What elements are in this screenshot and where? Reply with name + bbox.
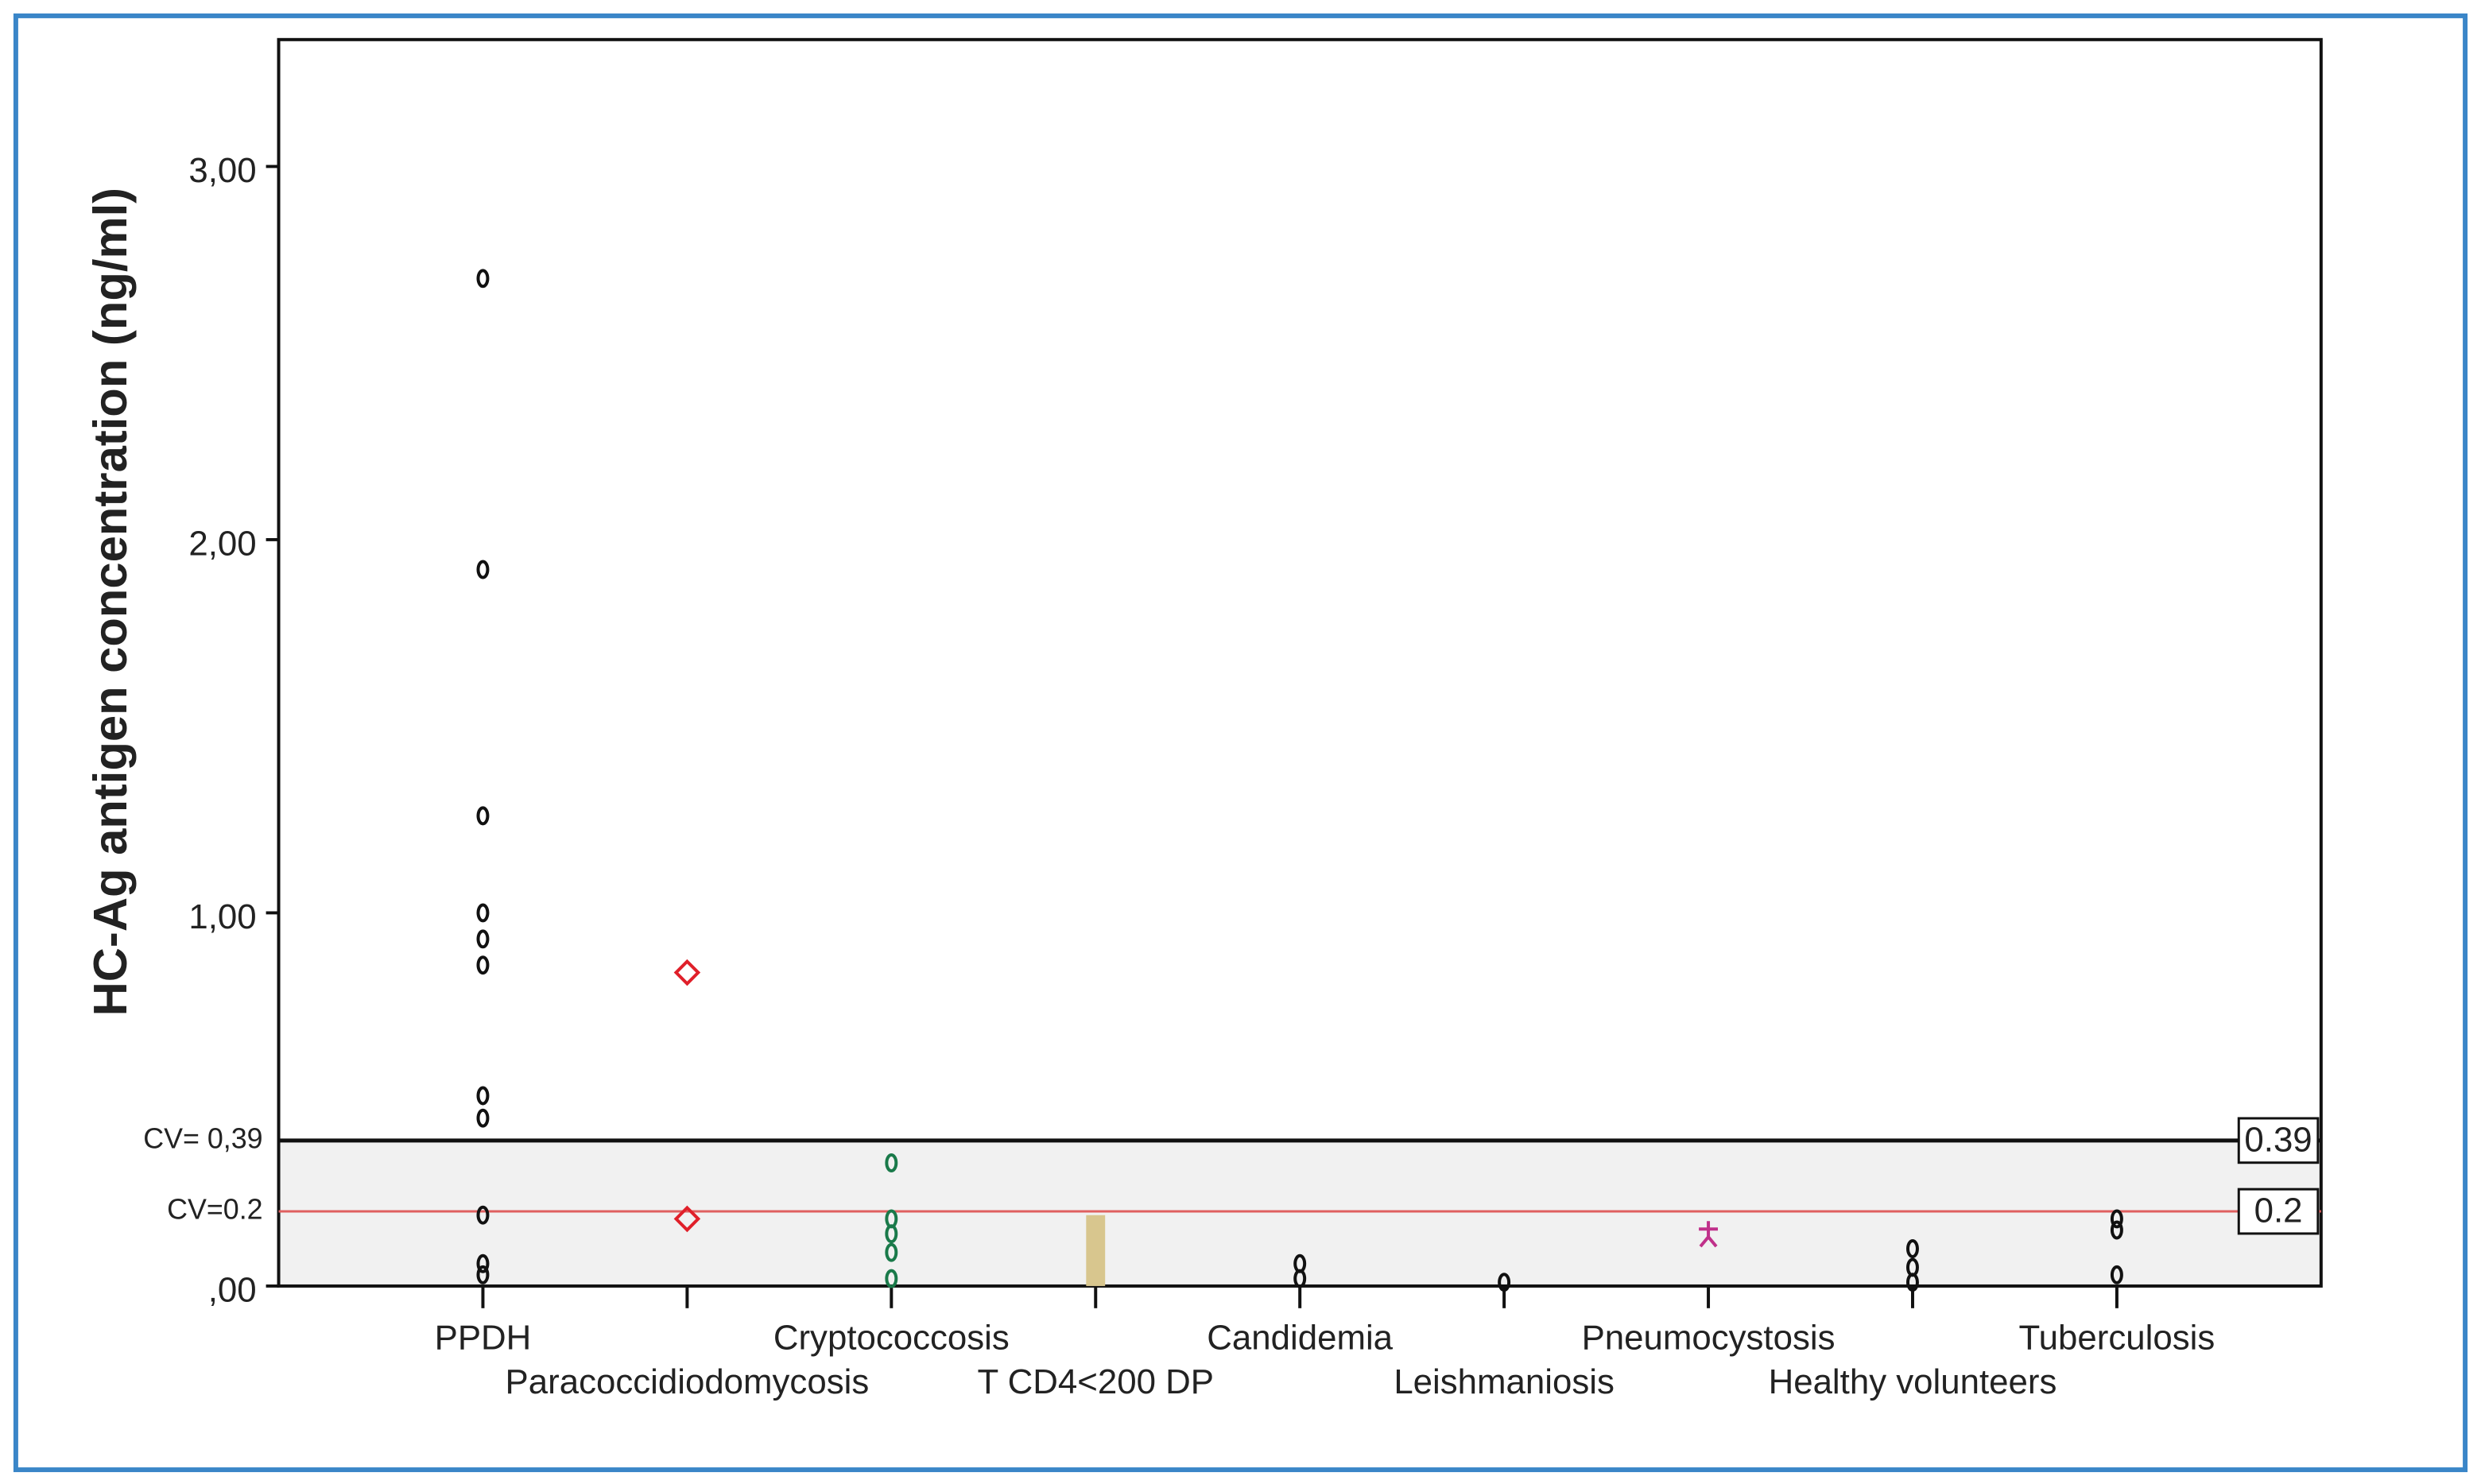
point <box>1699 1221 1718 1248</box>
point <box>673 1205 701 1233</box>
point <box>476 269 490 289</box>
point <box>1498 1273 1511 1292</box>
point <box>1906 1273 1919 1292</box>
point <box>476 903 490 923</box>
point <box>476 1265 490 1284</box>
point <box>885 1224 898 1244</box>
point <box>476 1253 490 1273</box>
point <box>476 955 490 975</box>
shade <box>278 1140 2321 1286</box>
y-axis-label: HC-Ag antigen concentration (ng/ml) <box>83 188 137 1016</box>
point <box>673 959 701 986</box>
x-tick-label: Candidemia <box>1207 1318 1393 1357</box>
point <box>476 806 490 826</box>
point <box>476 929 490 949</box>
reference-box-label: 0.2 <box>2254 1191 2303 1230</box>
y-tick-label: ,00 <box>208 1270 257 1309</box>
point <box>1906 1239 1919 1258</box>
point <box>2110 1209 2123 1229</box>
y-tick-label: 3,00 <box>188 151 256 190</box>
reference-label: CV=0.2 <box>167 1193 263 1225</box>
point <box>476 1108 490 1128</box>
reference-label: CV= 0,39 <box>143 1122 262 1154</box>
point <box>1293 1269 1307 1288</box>
point <box>2110 1220 2123 1240</box>
x-tick-label: Cryptococcosis <box>773 1318 1010 1357</box>
point <box>885 1269 898 1288</box>
point <box>885 1153 898 1172</box>
x-tick-label: Paracoccidiodomycosis <box>506 1362 870 1401</box>
frame <box>13 13 2468 1473</box>
x-tick-label: T CD4<200 DP <box>978 1362 1214 1401</box>
point <box>476 1205 490 1225</box>
reference-box-label: 0.39 <box>2244 1120 2312 1159</box>
x-tick-label: Leishmaniosis <box>1394 1362 1615 1401</box>
plot-area <box>277 37 2323 1288</box>
x-tick-label: Pneumocystosis <box>1582 1318 1836 1357</box>
reference-box <box>2237 1188 2320 1235</box>
bar <box>1086 1215 1106 1286</box>
y-tick-label: 1,00 <box>188 897 256 936</box>
reference-box <box>2237 1117 2320 1164</box>
y-tick-label: 2,00 <box>188 524 256 563</box>
x-tick-label: PPDH <box>435 1318 532 1357</box>
x-tick-label: Tuberculosis <box>2019 1318 2215 1357</box>
point <box>885 1242 898 1262</box>
x-tick-label: Healthy volunteers <box>1769 1362 2057 1401</box>
point <box>476 560 490 579</box>
point <box>476 1086 490 1106</box>
point <box>2110 1265 2123 1284</box>
